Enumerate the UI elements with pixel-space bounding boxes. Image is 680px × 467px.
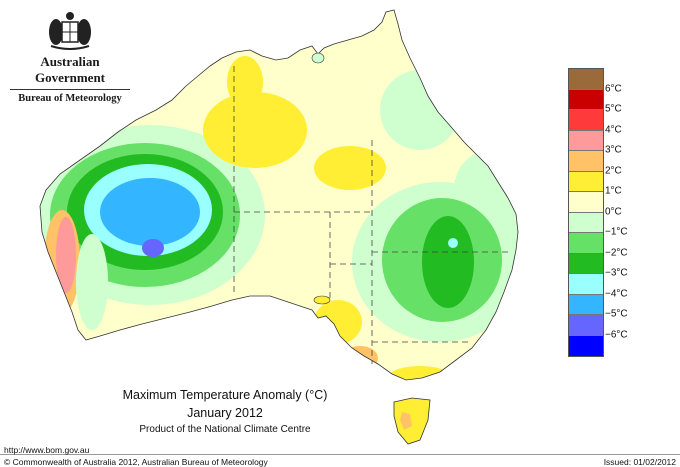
color-legend bbox=[568, 68, 604, 357]
legend-label: −5°C bbox=[605, 308, 628, 320]
legend-swatch bbox=[569, 335, 603, 356]
legend-label: 1°C bbox=[605, 185, 622, 197]
legend-swatch bbox=[569, 212, 603, 233]
map-period: January 2012 bbox=[187, 406, 263, 420]
legend-label: −3°C bbox=[605, 267, 628, 279]
map-credit: Product of the National Climate Centre bbox=[139, 424, 311, 435]
legend-label: 4°C bbox=[605, 124, 622, 135]
government-name: Australian Government bbox=[34, 54, 106, 85]
legend-label: −2°C bbox=[605, 247, 628, 258]
legend-swatch bbox=[569, 69, 603, 90]
agency-name: Bureau of Meteorology bbox=[18, 93, 122, 104]
legend-label: −4°C bbox=[605, 288, 628, 299]
legend-swatch bbox=[569, 192, 603, 213]
footer-divider bbox=[0, 454, 680, 455]
logo: Australian Government Bureau of Meteorol… bbox=[6, 8, 134, 104]
legend-label: 6°C bbox=[605, 83, 622, 94]
copyright-notice: © Commonwealth of Australia 2012, Austra… bbox=[4, 457, 268, 467]
coat-of-arms-icon bbox=[49, 12, 91, 50]
legend-swatch bbox=[569, 110, 603, 131]
logo-divider bbox=[10, 89, 130, 90]
legend-swatch bbox=[569, 151, 603, 172]
legend-swatch bbox=[569, 274, 603, 295]
issued-date: Issued: 01/02/2012 bbox=[603, 457, 676, 467]
legend-swatch bbox=[569, 89, 603, 110]
legend-swatch bbox=[569, 294, 603, 315]
legend-label: −1°C bbox=[605, 226, 628, 238]
legend-label: 2°C bbox=[605, 165, 622, 176]
legend-swatch bbox=[569, 233, 603, 254]
legend-label: −6°C bbox=[605, 329, 628, 340]
legend-label: 0°C bbox=[605, 206, 622, 217]
legend-label: 3°C bbox=[605, 144, 622, 156]
legend-swatch bbox=[569, 171, 603, 192]
legend-swatch bbox=[569, 253, 603, 274]
legend-label: 5°C bbox=[605, 103, 622, 115]
legend-swatch bbox=[569, 130, 603, 151]
map-title: Maximum Temperature Anomaly (°C) bbox=[122, 388, 328, 402]
bom-url-link[interactable]: http://www.bom.gov.au bbox=[4, 445, 90, 455]
legend-swatch bbox=[569, 315, 603, 336]
